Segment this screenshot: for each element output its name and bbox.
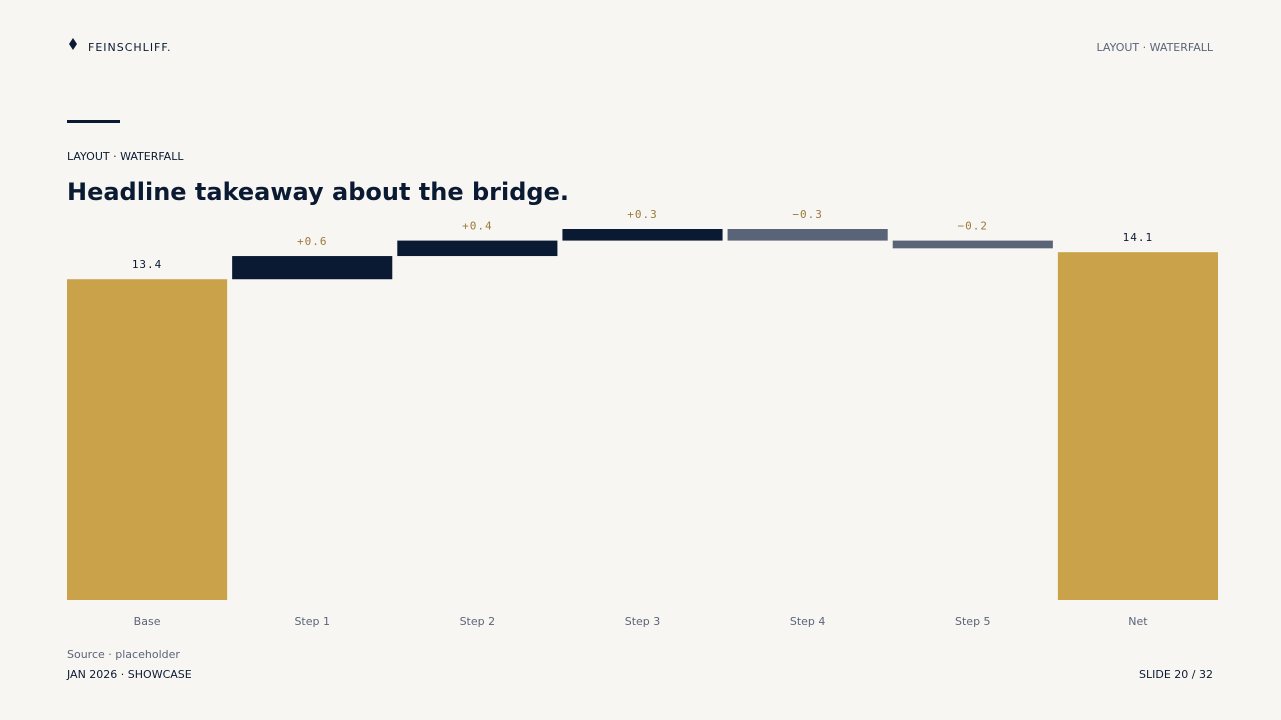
brand-icon	[69, 38, 77, 50]
footer-left: JAN 2026 · SHOWCASE	[66, 668, 192, 681]
bar	[727, 229, 888, 241]
bar	[232, 256, 393, 280]
source: Source · placeholder	[67, 648, 180, 661]
value-label: 14.1	[1123, 231, 1154, 244]
x-tick-label: Step 1	[294, 615, 330, 628]
value-label: +0.6	[297, 235, 328, 248]
bar	[67, 279, 228, 600]
value-label: −0.2	[958, 220, 989, 233]
bar	[562, 229, 723, 241]
headline: Headline takeaway about the bridge.	[67, 178, 569, 206]
bar	[1057, 252, 1218, 600]
x-tick-label: Base	[134, 615, 161, 628]
value-label: 13.4	[132, 258, 163, 271]
x-tick-label: Net	[1128, 615, 1148, 628]
x-tick-label: Step 3	[625, 615, 661, 628]
x-tick-label: Step 2	[460, 615, 496, 628]
value-label: +0.4	[462, 220, 493, 233]
x-tick-label: Step 4	[790, 615, 826, 628]
brand: FEINSCHLIFF.	[88, 41, 171, 54]
accent-rule	[67, 120, 120, 123]
value-label: +0.3	[627, 208, 658, 221]
footer-right: SLIDE 20 / 32	[1139, 668, 1213, 681]
header-label: LAYOUT · WATERFALL	[1097, 41, 1214, 54]
value-label: −0.3	[792, 208, 823, 221]
bar	[397, 240, 558, 257]
bar	[892, 240, 1053, 249]
eyebrow: LAYOUT · WATERFALL	[67, 150, 184, 163]
x-tick-label: Step 5	[955, 615, 991, 628]
